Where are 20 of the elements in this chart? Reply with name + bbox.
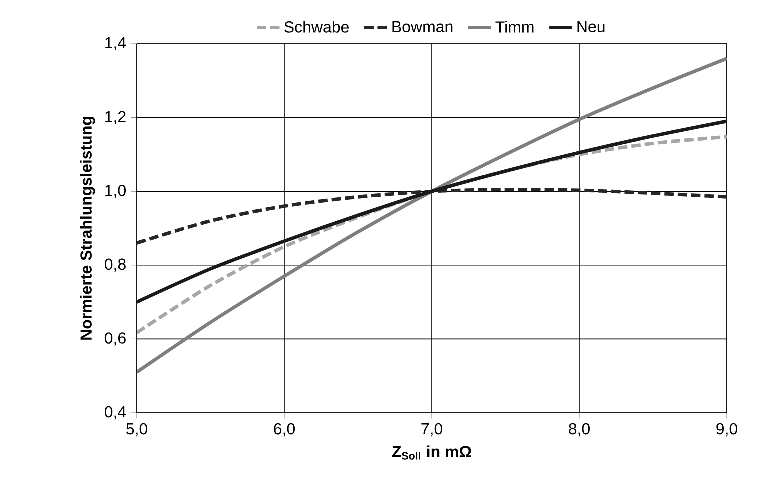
line-series — [137, 135, 727, 335]
legend-label: Neu — [578, 21, 605, 33]
legend-label: Timm — [496, 21, 534, 33]
y-tick-label: 0,4 — [104, 406, 126, 420]
x-tick-label: 7,0 — [422, 423, 443, 437]
x-tick-label: 5,0 — [126, 423, 148, 437]
y-tick-label: 1,0 — [106, 184, 126, 198]
y-axis-title: Normierte Strahlungsleistung — [80, 117, 96, 340]
legend-label: Bowman — [392, 21, 453, 33]
line-series — [137, 57, 727, 374]
x-tick-label: 6,0 — [274, 423, 296, 437]
y-tick-label: 1,4 — [106, 37, 126, 51]
y-tick-label: 1,2 — [106, 111, 126, 124]
x-axis-title: Z$_{Soll}$ in mΩ — [392, 446, 472, 460]
x-tick-label: 8,0 — [569, 423, 590, 437]
y-tick-label: 0,6 — [104, 332, 126, 346]
y-tick-label: 0,8 — [104, 258, 126, 272]
legend-label: Schwabe — [284, 21, 349, 33]
line-series — [137, 120, 727, 304]
x-tick-label: 9,0 — [716, 423, 738, 437]
